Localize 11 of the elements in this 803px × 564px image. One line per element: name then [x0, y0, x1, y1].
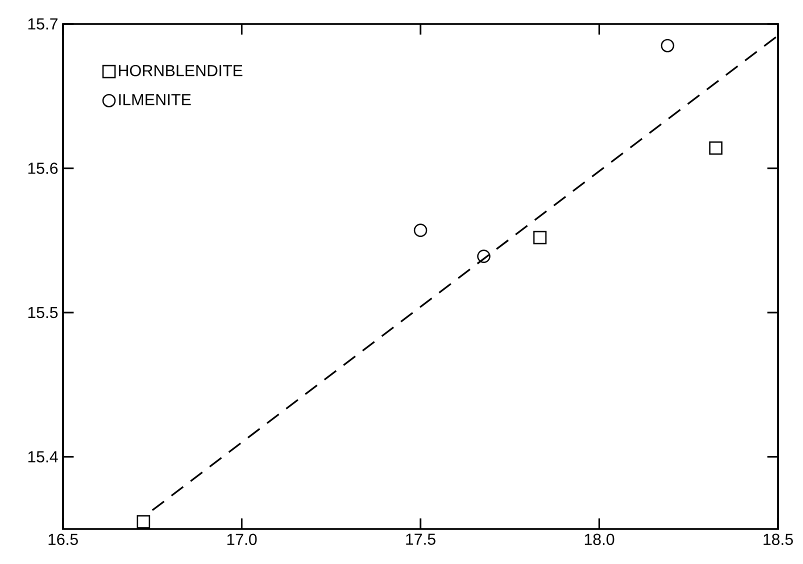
y-tick-label: 15.5 [28, 306, 58, 318]
x-tick-label: 16.5 [48, 534, 78, 546]
x-tick-label: 18.5 [764, 534, 793, 546]
y-tick-label: 15.6 [28, 162, 58, 174]
legend-label: HORNBLENDITE [119, 64, 242, 76]
y-tick-label: 15.4 [28, 451, 58, 462]
x-tick-label: 17.0 [227, 534, 257, 546]
x-tick-label: 17.5 [406, 534, 436, 545]
legend-label: ILMENITE [119, 94, 191, 106]
x-tick-label: 18.0 [584, 534, 614, 546]
y-tick-label: 15.7 [28, 18, 58, 30]
